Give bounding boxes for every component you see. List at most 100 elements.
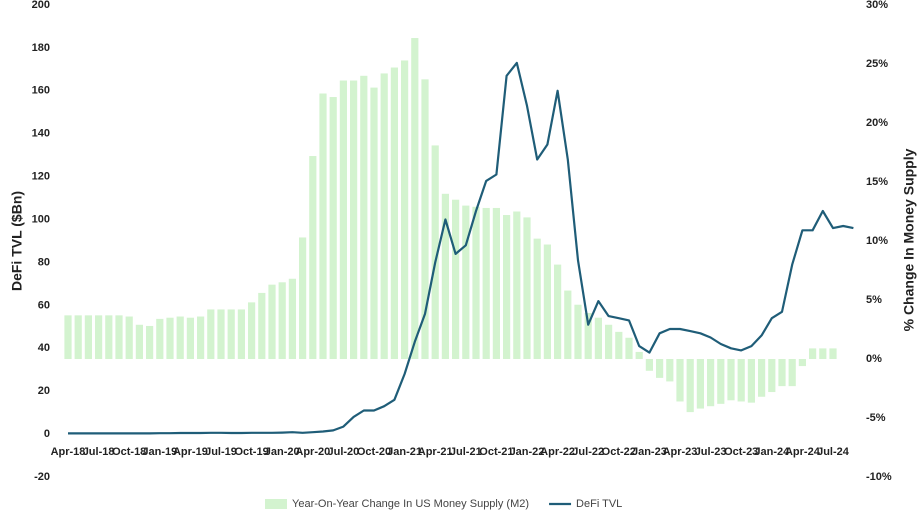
x-tick-label: Jan-20	[265, 446, 300, 458]
bar	[156, 318, 164, 359]
bar	[411, 38, 419, 359]
bar	[809, 348, 817, 359]
y-tick-label: 180	[32, 42, 50, 54]
x-tick-label: Jan-22	[510, 446, 545, 458]
bar	[135, 324, 143, 359]
bar	[717, 359, 725, 404]
x-tick-label: Apr-21	[418, 446, 453, 458]
bar	[605, 324, 613, 359]
bar	[166, 317, 174, 359]
line	[68, 61, 854, 435]
bar	[268, 284, 276, 359]
x-tick-label: Jul-22	[572, 446, 604, 458]
x-tick-label: Oct-18	[112, 446, 146, 458]
bar	[64, 315, 72, 359]
y2-tick-label: 15%	[866, 176, 888, 188]
y2-tick-label: 10%	[866, 235, 888, 247]
bar	[258, 292, 266, 359]
y-axis-title: DeFi TVL ($Bn)	[9, 191, 25, 291]
y-tick-label: 20	[38, 385, 50, 397]
bar	[472, 206, 480, 359]
bar	[503, 215, 511, 359]
bar	[370, 87, 378, 359]
bar	[676, 359, 684, 402]
bar	[339, 80, 347, 360]
x-tick-label: Jul-19	[205, 446, 237, 458]
bar	[207, 309, 215, 359]
bar	[390, 67, 398, 359]
y2-axis-title: % Change In Money Supply	[901, 148, 917, 331]
bar	[645, 359, 653, 371]
bar	[350, 80, 358, 360]
y-tick-label: 160	[32, 85, 50, 97]
x-tick-label: Oct-23	[724, 446, 758, 458]
x-tick-label: Apr-19	[173, 446, 208, 458]
bar	[84, 315, 92, 359]
bar	[758, 359, 766, 397]
bar	[278, 282, 286, 359]
bar	[564, 290, 572, 359]
bar	[186, 317, 194, 359]
bar	[288, 278, 296, 359]
x-tick-label: Jan-19	[142, 446, 177, 458]
y-tick-label: 40	[38, 342, 50, 354]
bar	[95, 315, 103, 359]
bar	[768, 359, 776, 393]
x-tick-label: Apr-20	[295, 446, 330, 458]
y2-tick-label: 30%	[866, 0, 888, 11]
y2-tick-label: 5%	[866, 294, 882, 306]
bar	[574, 304, 582, 359]
bar	[666, 359, 674, 382]
bar	[523, 217, 531, 359]
bar	[492, 207, 500, 359]
bar	[217, 309, 225, 359]
x-tick-label: Apr-18	[51, 446, 86, 458]
y-tick-label: 0	[44, 428, 50, 440]
bar	[543, 244, 551, 359]
x-tick-label: Oct-19	[234, 446, 268, 458]
y2-tick-label: 25%	[866, 58, 888, 70]
bar	[696, 359, 704, 409]
y-tick-label: 200	[32, 0, 50, 11]
bar	[197, 316, 205, 359]
x-tick-label: Jul-24	[817, 446, 850, 458]
x-tick-label: Jan-24	[754, 446, 790, 458]
y2-tick-label: 20%	[866, 117, 888, 129]
x-tick-label: Apr-24	[785, 446, 821, 458]
bar	[125, 316, 133, 359]
bar	[788, 359, 796, 387]
bar	[237, 309, 245, 359]
bar	[707, 359, 715, 407]
bar	[74, 315, 82, 359]
bar	[686, 359, 694, 413]
bar	[329, 97, 337, 359]
bar	[319, 93, 327, 359]
bar	[105, 315, 113, 359]
bar	[727, 359, 735, 401]
bar	[747, 359, 755, 403]
bar	[299, 237, 307, 359]
y2-tick-label: -10%	[866, 471, 892, 483]
y-tick-label: 60	[38, 299, 50, 311]
bar	[615, 331, 623, 359]
bar	[452, 199, 460, 359]
x-tick-label: Jul-20	[328, 446, 360, 458]
bar	[248, 302, 256, 359]
bar	[594, 317, 602, 359]
bar	[227, 309, 235, 359]
y2-tick-label: 0%	[866, 353, 882, 365]
y-tick-label: -20	[34, 471, 50, 483]
y-tick-label: 140	[32, 128, 50, 140]
x-tick-label: Apr-23	[663, 446, 698, 458]
x-tick-label: Apr-22	[540, 446, 575, 458]
bar	[554, 264, 562, 359]
bar	[421, 79, 429, 359]
x-tick-label: Oct-20	[357, 446, 391, 458]
bar	[115, 315, 123, 359]
bar	[798, 359, 806, 367]
bar	[513, 211, 521, 359]
x-tick-label: Oct-22	[602, 446, 636, 458]
y-tick-label: 100	[32, 213, 50, 225]
bar	[441, 193, 449, 359]
